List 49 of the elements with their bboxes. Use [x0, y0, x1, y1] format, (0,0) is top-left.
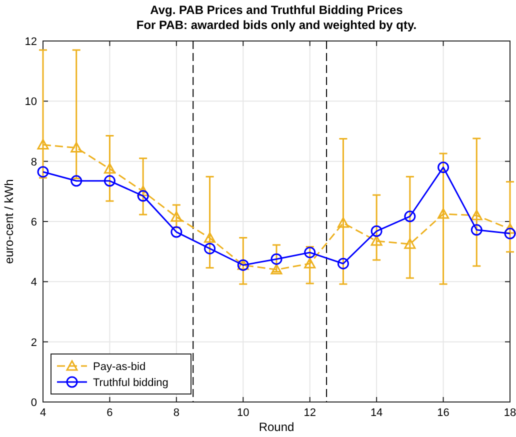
point [170, 226, 182, 238]
y-tick-label: 10 [24, 96, 37, 108]
legend-label: Truthful bidding [93, 377, 168, 389]
x-tick-label: 4 [40, 407, 46, 419]
point [137, 190, 149, 202]
point [304, 258, 316, 268]
point [70, 142, 82, 153]
y-tick-label: 0 [30, 397, 37, 409]
x-axis-title: Round [258, 420, 294, 434]
point [438, 162, 450, 174]
point [70, 175, 82, 187]
y-tick-label: 12 [24, 36, 37, 48]
chart-subtitle: For PAB: awarded bids only and weighted by qty. [136, 18, 417, 32]
point [470, 224, 482, 236]
x-tick-label: 12 [304, 407, 316, 419]
point [270, 253, 282, 265]
point [438, 208, 450, 219]
point [37, 166, 49, 178]
point [170, 211, 182, 222]
point [470, 210, 482, 220]
y-tick-label: 8 [30, 156, 37, 168]
point [504, 223, 516, 234]
y-tick-label: 6 [30, 216, 37, 228]
point [404, 210, 416, 222]
x-tick-label: 8 [173, 407, 180, 419]
point [370, 225, 382, 237]
y-axis-title: euro-cent / kWh [2, 179, 16, 264]
chart-title: Avg. PAB Prices and Truthful Bidding Prices [150, 3, 404, 17]
point [37, 139, 49, 150]
y-tick-label: 4 [30, 276, 37, 289]
point [337, 217, 349, 228]
x-tick-label: 14 [370, 407, 383, 419]
point [104, 175, 116, 187]
point [204, 232, 216, 243]
legend-label: Pay-as-bid [93, 361, 146, 373]
point [270, 264, 282, 274]
point [137, 186, 149, 196]
point [304, 246, 316, 258]
point [404, 238, 416, 249]
point [370, 235, 382, 246]
y-tick-label: 2 [30, 336, 37, 349]
x-tick-label: 16 [437, 407, 450, 419]
x-tick-label: 6 [106, 407, 113, 419]
point [204, 242, 216, 254]
point [504, 228, 516, 240]
x-tick-label: 18 [504, 407, 516, 419]
x-tick-label: 10 [237, 407, 250, 419]
point [104, 163, 116, 174]
point [337, 258, 349, 270]
